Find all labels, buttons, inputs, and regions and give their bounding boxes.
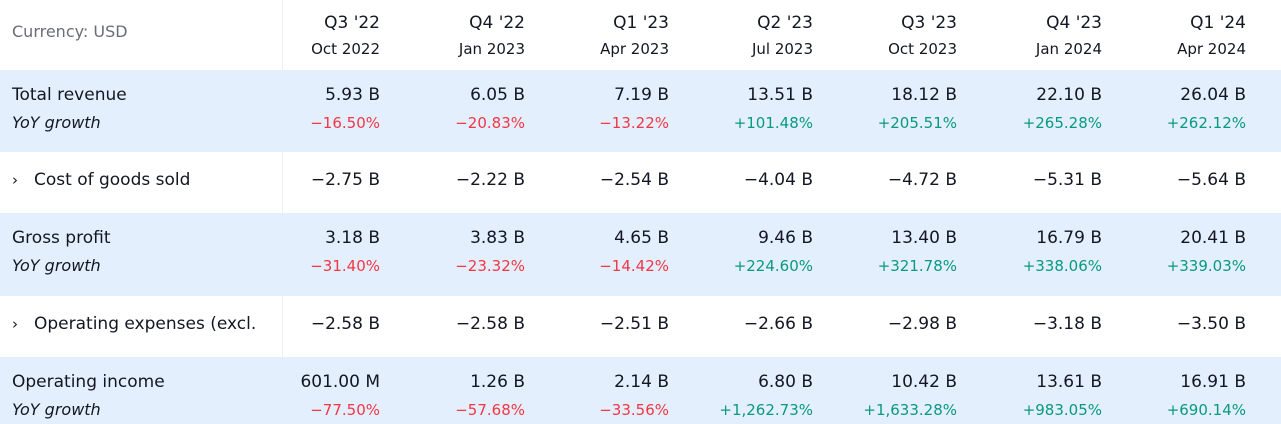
value-cell: 6.80 B xyxy=(758,372,813,392)
growth-cell: +983.05% xyxy=(1022,401,1102,419)
growth-cell: −31.40% xyxy=(310,257,380,275)
column-quarter: Q1 '24 xyxy=(1190,13,1246,33)
value-cell: 3.18 B xyxy=(325,228,380,248)
column-header: Q1 '23 Apr 2023 xyxy=(529,0,669,70)
column-date: Oct 2022 xyxy=(311,40,380,58)
growth-cell: +321.78% xyxy=(877,257,957,275)
column-date: Oct 2023 xyxy=(888,40,957,58)
column-quarter: Q1 '23 xyxy=(613,13,669,33)
table-row: Gross profit YoY growth 3.18 B 3.83 B 4.65 B… xyxy=(0,213,1281,296)
value-cell: −2.58 B xyxy=(455,314,525,334)
currency-label: Currency: USD xyxy=(12,22,128,41)
value-cell: −2.54 B xyxy=(599,170,669,190)
table-row: Operating income YoY growth 601.00 M 1.26 B… xyxy=(0,357,1281,424)
growth-cell: −57.68% xyxy=(455,401,525,419)
value-cell: −5.31 B xyxy=(1032,170,1102,190)
column-quarter: Q3 '23 xyxy=(901,13,957,33)
value-cell: 601.00 M xyxy=(300,372,380,392)
value-cell: 22.10 B xyxy=(1036,85,1102,105)
row-sub-label: YoY growth xyxy=(12,400,101,419)
value-cell: −3.18 B xyxy=(1032,314,1102,334)
table-row[interactable]: › Cost of goods sold −2.75 B −2.22 B −2.54 B… xyxy=(0,152,1281,213)
value-cell: −2.51 B xyxy=(599,314,669,334)
column-date: Apr 2024 xyxy=(1177,40,1246,58)
value-cell: 6.05 B xyxy=(470,85,525,105)
column-quarter: Q4 '23 xyxy=(1046,13,1102,33)
column-quarter: Q4 '22 xyxy=(469,13,525,33)
growth-cell: +338.06% xyxy=(1022,257,1102,275)
value-cell: 20.41 B xyxy=(1180,228,1246,248)
table-header: Currency: USD Q3 '22 Oct 2022 Q4 '22 Jan 20… xyxy=(0,0,1281,70)
column-date: Jan 2024 xyxy=(1035,40,1102,58)
value-cell: 10.42 B xyxy=(891,372,957,392)
chevron-right-icon[interactable]: › xyxy=(12,315,18,333)
growth-cell: +1,262.73% xyxy=(719,401,813,419)
growth-cell: +224.60% xyxy=(733,257,813,275)
value-cell: −4.04 B xyxy=(743,170,813,190)
row-label-expandable[interactable]: › Cost of goods sold xyxy=(12,170,278,190)
value-cell: 16.79 B xyxy=(1036,228,1102,248)
row-sub-label: YoY growth xyxy=(12,113,101,132)
growth-cell: −14.42% xyxy=(599,257,669,275)
chevron-right-icon[interactable]: › xyxy=(12,171,18,189)
value-cell: 7.19 B xyxy=(614,85,669,105)
value-cell: 4.65 B xyxy=(614,228,669,248)
row-label-text: Operating expenses (excl. xyxy=(34,314,257,334)
column-header: Q4 '22 Jan 2023 xyxy=(385,0,525,70)
table-row: Total revenue YoY growth 5.93 B 6.05 B 7.19 … xyxy=(0,70,1281,152)
value-cell: 16.91 B xyxy=(1180,372,1246,392)
value-cell: −2.58 B xyxy=(310,314,380,334)
value-cell: −4.72 B xyxy=(887,170,957,190)
column-header: Q2 '23 Jul 2023 xyxy=(673,0,813,70)
value-cell: 13.51 B xyxy=(747,85,813,105)
growth-cell: −23.32% xyxy=(455,257,525,275)
value-cell: 9.46 B xyxy=(758,228,813,248)
row-label: Gross profit xyxy=(12,228,111,248)
value-cell: 13.40 B xyxy=(891,228,957,248)
row-label: Operating income xyxy=(12,372,165,392)
growth-cell: +205.51% xyxy=(877,114,957,132)
column-header: Q3 '22 Oct 2022 xyxy=(240,0,380,70)
growth-cell: −77.50% xyxy=(310,401,380,419)
column-date: Jul 2023 xyxy=(751,40,813,58)
growth-cell: +101.48% xyxy=(733,114,813,132)
column-header: Q1 '24 Apr 2024 xyxy=(1106,0,1246,70)
column-date: Apr 2023 xyxy=(600,40,669,58)
column-quarter: Q2 '23 xyxy=(757,13,813,33)
value-cell: −2.75 B xyxy=(310,170,380,190)
growth-cell: +265.28% xyxy=(1022,114,1102,132)
growth-cell: +262.12% xyxy=(1166,114,1246,132)
value-cell: 3.83 B xyxy=(470,228,525,248)
value-cell: 26.04 B xyxy=(1180,85,1246,105)
column-quarter: Q3 '22 xyxy=(324,13,380,33)
growth-cell: +1,633.28% xyxy=(863,401,957,419)
column-header: Q3 '23 Oct 2023 xyxy=(817,0,957,70)
growth-cell: +339.03% xyxy=(1166,257,1246,275)
value-cell: 5.93 B xyxy=(325,85,380,105)
value-cell: 13.61 B xyxy=(1036,372,1102,392)
growth-cell: −20.83% xyxy=(455,114,525,132)
row-label-text: Cost of goods sold xyxy=(34,170,191,190)
row-label: Total revenue xyxy=(12,85,127,105)
column-date: Jan 2023 xyxy=(458,40,525,58)
column-divider xyxy=(282,0,283,424)
growth-cell: −33.56% xyxy=(599,401,669,419)
table-row[interactable]: › Operating expenses (excl. −2.58 B −2.58 B… xyxy=(0,296,1281,357)
value-cell: −2.98 B xyxy=(887,314,957,334)
value-cell: 1.26 B xyxy=(470,372,525,392)
column-header: Q4 '23 Jan 2024 xyxy=(962,0,1102,70)
row-label-expandable[interactable]: › Operating expenses (excl. xyxy=(12,314,278,334)
value-cell: −2.22 B xyxy=(455,170,525,190)
value-cell: 18.12 B xyxy=(891,85,957,105)
growth-cell: −13.22% xyxy=(599,114,669,132)
value-cell: −5.64 B xyxy=(1176,170,1246,190)
value-cell: −2.66 B xyxy=(743,314,813,334)
growth-cell: +690.14% xyxy=(1166,401,1246,419)
value-cell: −3.50 B xyxy=(1176,314,1246,334)
row-sub-label: YoY growth xyxy=(12,256,101,275)
value-cell: 2.14 B xyxy=(614,372,669,392)
growth-cell: −16.50% xyxy=(310,114,380,132)
